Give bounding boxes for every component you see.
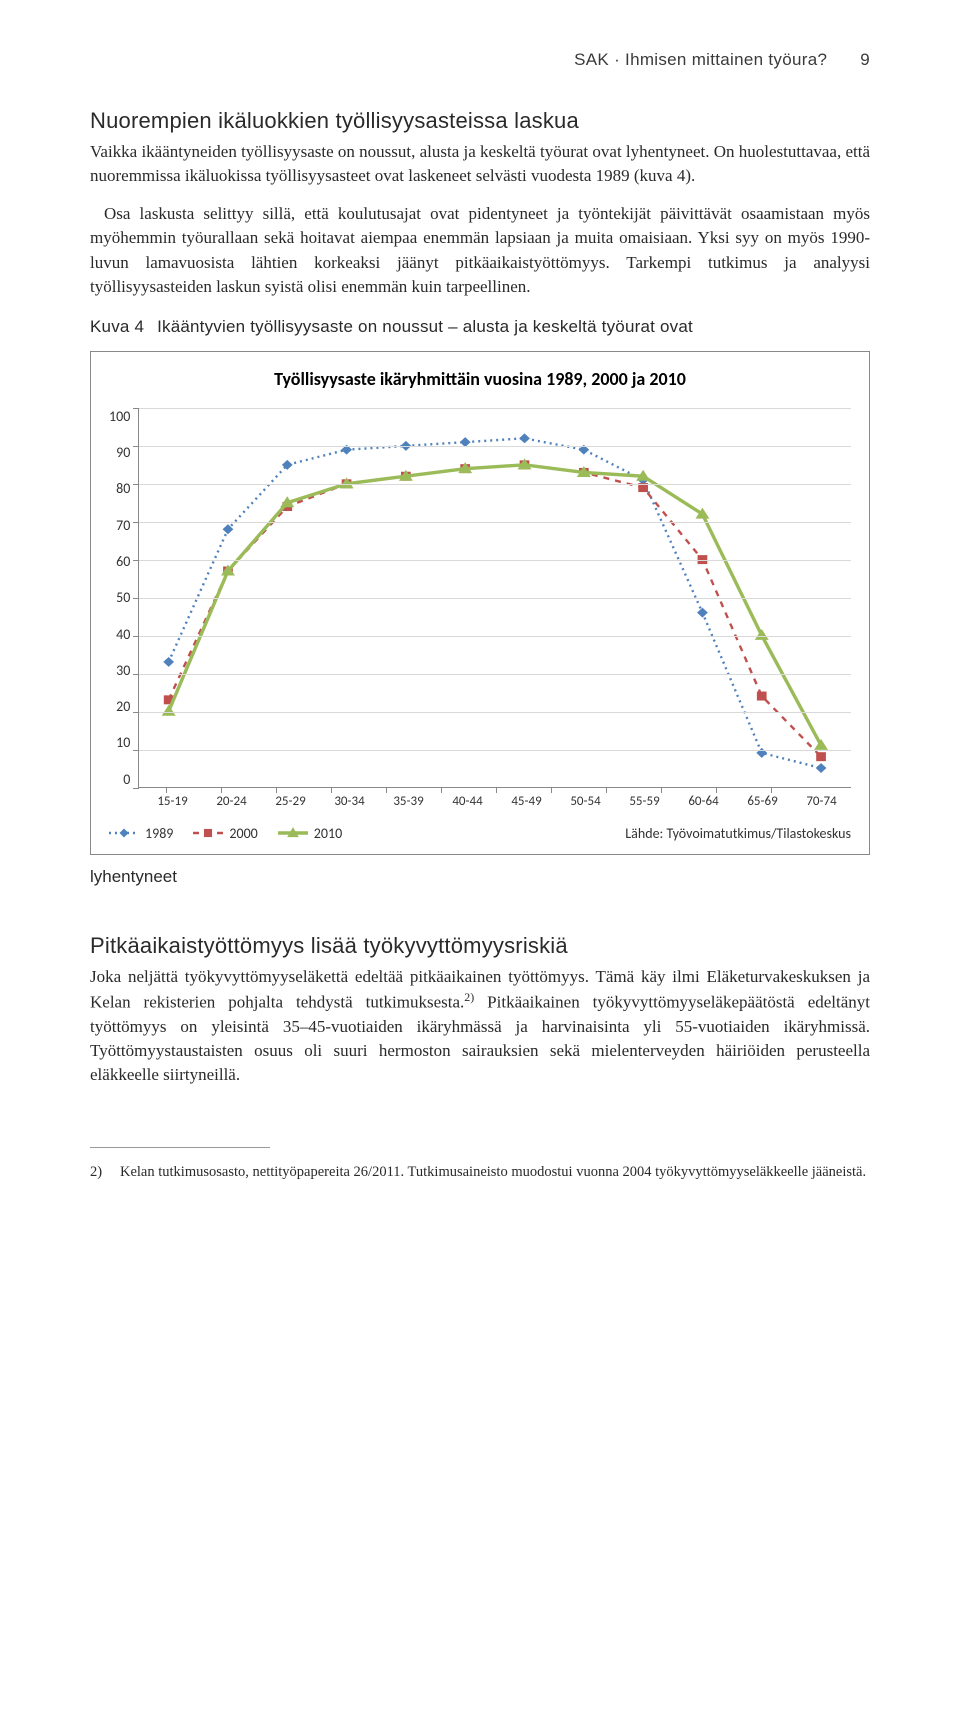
x-tick bbox=[551, 787, 552, 793]
x-tick-label: 65-69 bbox=[733, 794, 792, 809]
section1-para2: Osa laskusta selittyy sillä, että koulut… bbox=[90, 202, 870, 299]
x-tick bbox=[716, 787, 717, 793]
y-tick bbox=[133, 598, 139, 599]
legend-label: 1989 bbox=[145, 825, 173, 842]
legend: 1989 2000 2010 bbox=[109, 825, 342, 842]
y-tick bbox=[133, 408, 139, 409]
x-tick bbox=[166, 787, 167, 793]
y-tick-label: 50 bbox=[116, 589, 130, 606]
x-tick-label: 35-39 bbox=[379, 794, 438, 809]
y-tick bbox=[133, 484, 139, 485]
chart-source: Lähde: Työvoimatutkimus/Tilastokeskus bbox=[625, 825, 851, 842]
legend-label: 2000 bbox=[229, 825, 257, 842]
y-tick-label: 80 bbox=[116, 480, 130, 497]
legend-swatch bbox=[278, 826, 308, 840]
y-tick bbox=[133, 674, 139, 675]
figure-caption: Kuva 4 Ikääntyvien työllisyysaste on nou… bbox=[90, 317, 870, 337]
footnote-ref: 2) bbox=[464, 990, 474, 1004]
gridline bbox=[139, 446, 851, 447]
y-tick bbox=[133, 522, 139, 523]
x-tick-label: 20-24 bbox=[202, 794, 261, 809]
chart-title: Työllisyysaste ikäryhmittäin vuosina 198… bbox=[109, 368, 851, 390]
chart-footer: 1989 2000 2010 Lähde: Työvoimatutkimus/Til… bbox=[109, 825, 851, 842]
figure-caption-text: Ikääntyvien työllisyysaste on noussut – … bbox=[157, 317, 693, 336]
footnote: 2) Kelan tutkimusosasto, nettityöpaperei… bbox=[90, 1162, 870, 1182]
footnote-num: 2) bbox=[90, 1162, 120, 1182]
x-tick-label: 25-29 bbox=[261, 794, 320, 809]
x-tick-label: 60-64 bbox=[674, 794, 733, 809]
y-tick-label: 20 bbox=[116, 698, 130, 715]
legend-swatch bbox=[109, 826, 139, 840]
y-tick-label: 0 bbox=[123, 771, 130, 788]
x-tick-label: 45-49 bbox=[497, 794, 556, 809]
y-tick bbox=[133, 446, 139, 447]
section2-para1: Joka neljättä työkyvyttömyyseläkettä ede… bbox=[90, 965, 870, 1087]
y-tick bbox=[133, 636, 139, 637]
x-axis: 15-1920-2425-2930-3435-3940-4445-4950-54… bbox=[143, 794, 851, 809]
gridline bbox=[139, 484, 851, 485]
figure-label: Kuva 4 bbox=[90, 317, 144, 336]
section2-heading: Pitkäaikaistyöttömyys lisää työkyvyttömy… bbox=[90, 933, 870, 959]
x-tick bbox=[441, 787, 442, 793]
plot: 1009080706050403020100 bbox=[109, 408, 851, 788]
y-tick bbox=[133, 788, 139, 789]
gridline bbox=[139, 408, 851, 409]
x-tick bbox=[276, 787, 277, 793]
legend-item: 2000 bbox=[193, 825, 257, 842]
y-tick-label: 60 bbox=[116, 553, 130, 570]
x-tick bbox=[496, 787, 497, 793]
gridline bbox=[139, 750, 851, 751]
legend-swatch bbox=[193, 826, 223, 840]
y-tick-label: 90 bbox=[116, 444, 130, 461]
y-tick-label: 40 bbox=[116, 626, 130, 643]
gridline bbox=[139, 674, 851, 675]
legend-item: 2010 bbox=[278, 825, 342, 842]
section1-heading: Nuorempien ikäluokkien työllisyysasteiss… bbox=[90, 108, 870, 134]
y-tick bbox=[133, 750, 139, 751]
legend-item: 1989 bbox=[109, 825, 173, 842]
y-tick bbox=[133, 560, 139, 561]
x-tick-label: 50-54 bbox=[556, 794, 615, 809]
y-tick-label: 10 bbox=[116, 734, 130, 751]
footnote-rule bbox=[90, 1147, 270, 1148]
x-tick-label: 30-34 bbox=[320, 794, 379, 809]
gridline bbox=[139, 598, 851, 599]
x-tick bbox=[661, 787, 662, 793]
x-tick-label: 40-44 bbox=[438, 794, 497, 809]
x-tick bbox=[771, 787, 772, 793]
x-tick-label: 55-59 bbox=[615, 794, 674, 809]
chart-container: Työllisyysaste ikäryhmittäin vuosina 198… bbox=[90, 351, 870, 855]
gridline bbox=[139, 522, 851, 523]
gridline bbox=[139, 560, 851, 561]
footnote-text: Kelan tutkimusosasto, nettityöpapereita … bbox=[120, 1162, 870, 1182]
y-tick-label: 30 bbox=[116, 662, 130, 679]
section1-para1: Vaikka ikääntyneiden työllisyysaste on n… bbox=[90, 140, 870, 188]
gridline bbox=[139, 636, 851, 637]
x-tick bbox=[386, 787, 387, 793]
figure-caption-after: lyhentyneet bbox=[90, 865, 870, 889]
y-tick-label: 100 bbox=[109, 408, 130, 425]
y-tick-label: 70 bbox=[116, 517, 130, 534]
x-tick-label: 15-19 bbox=[143, 794, 202, 809]
x-tick bbox=[606, 787, 607, 793]
page-number: 9 bbox=[860, 50, 870, 69]
y-tick bbox=[133, 712, 139, 713]
x-tick bbox=[221, 787, 222, 793]
x-tick bbox=[331, 787, 332, 793]
header-title: SAK · Ihmisen mittainen työura? bbox=[574, 50, 827, 69]
legend-label: 2010 bbox=[314, 825, 342, 842]
x-tick-label: 70-74 bbox=[792, 794, 851, 809]
gridline bbox=[139, 712, 851, 713]
page-header: SAK · Ihmisen mittainen työura? 9 bbox=[90, 50, 870, 70]
plot-area bbox=[138, 408, 851, 788]
